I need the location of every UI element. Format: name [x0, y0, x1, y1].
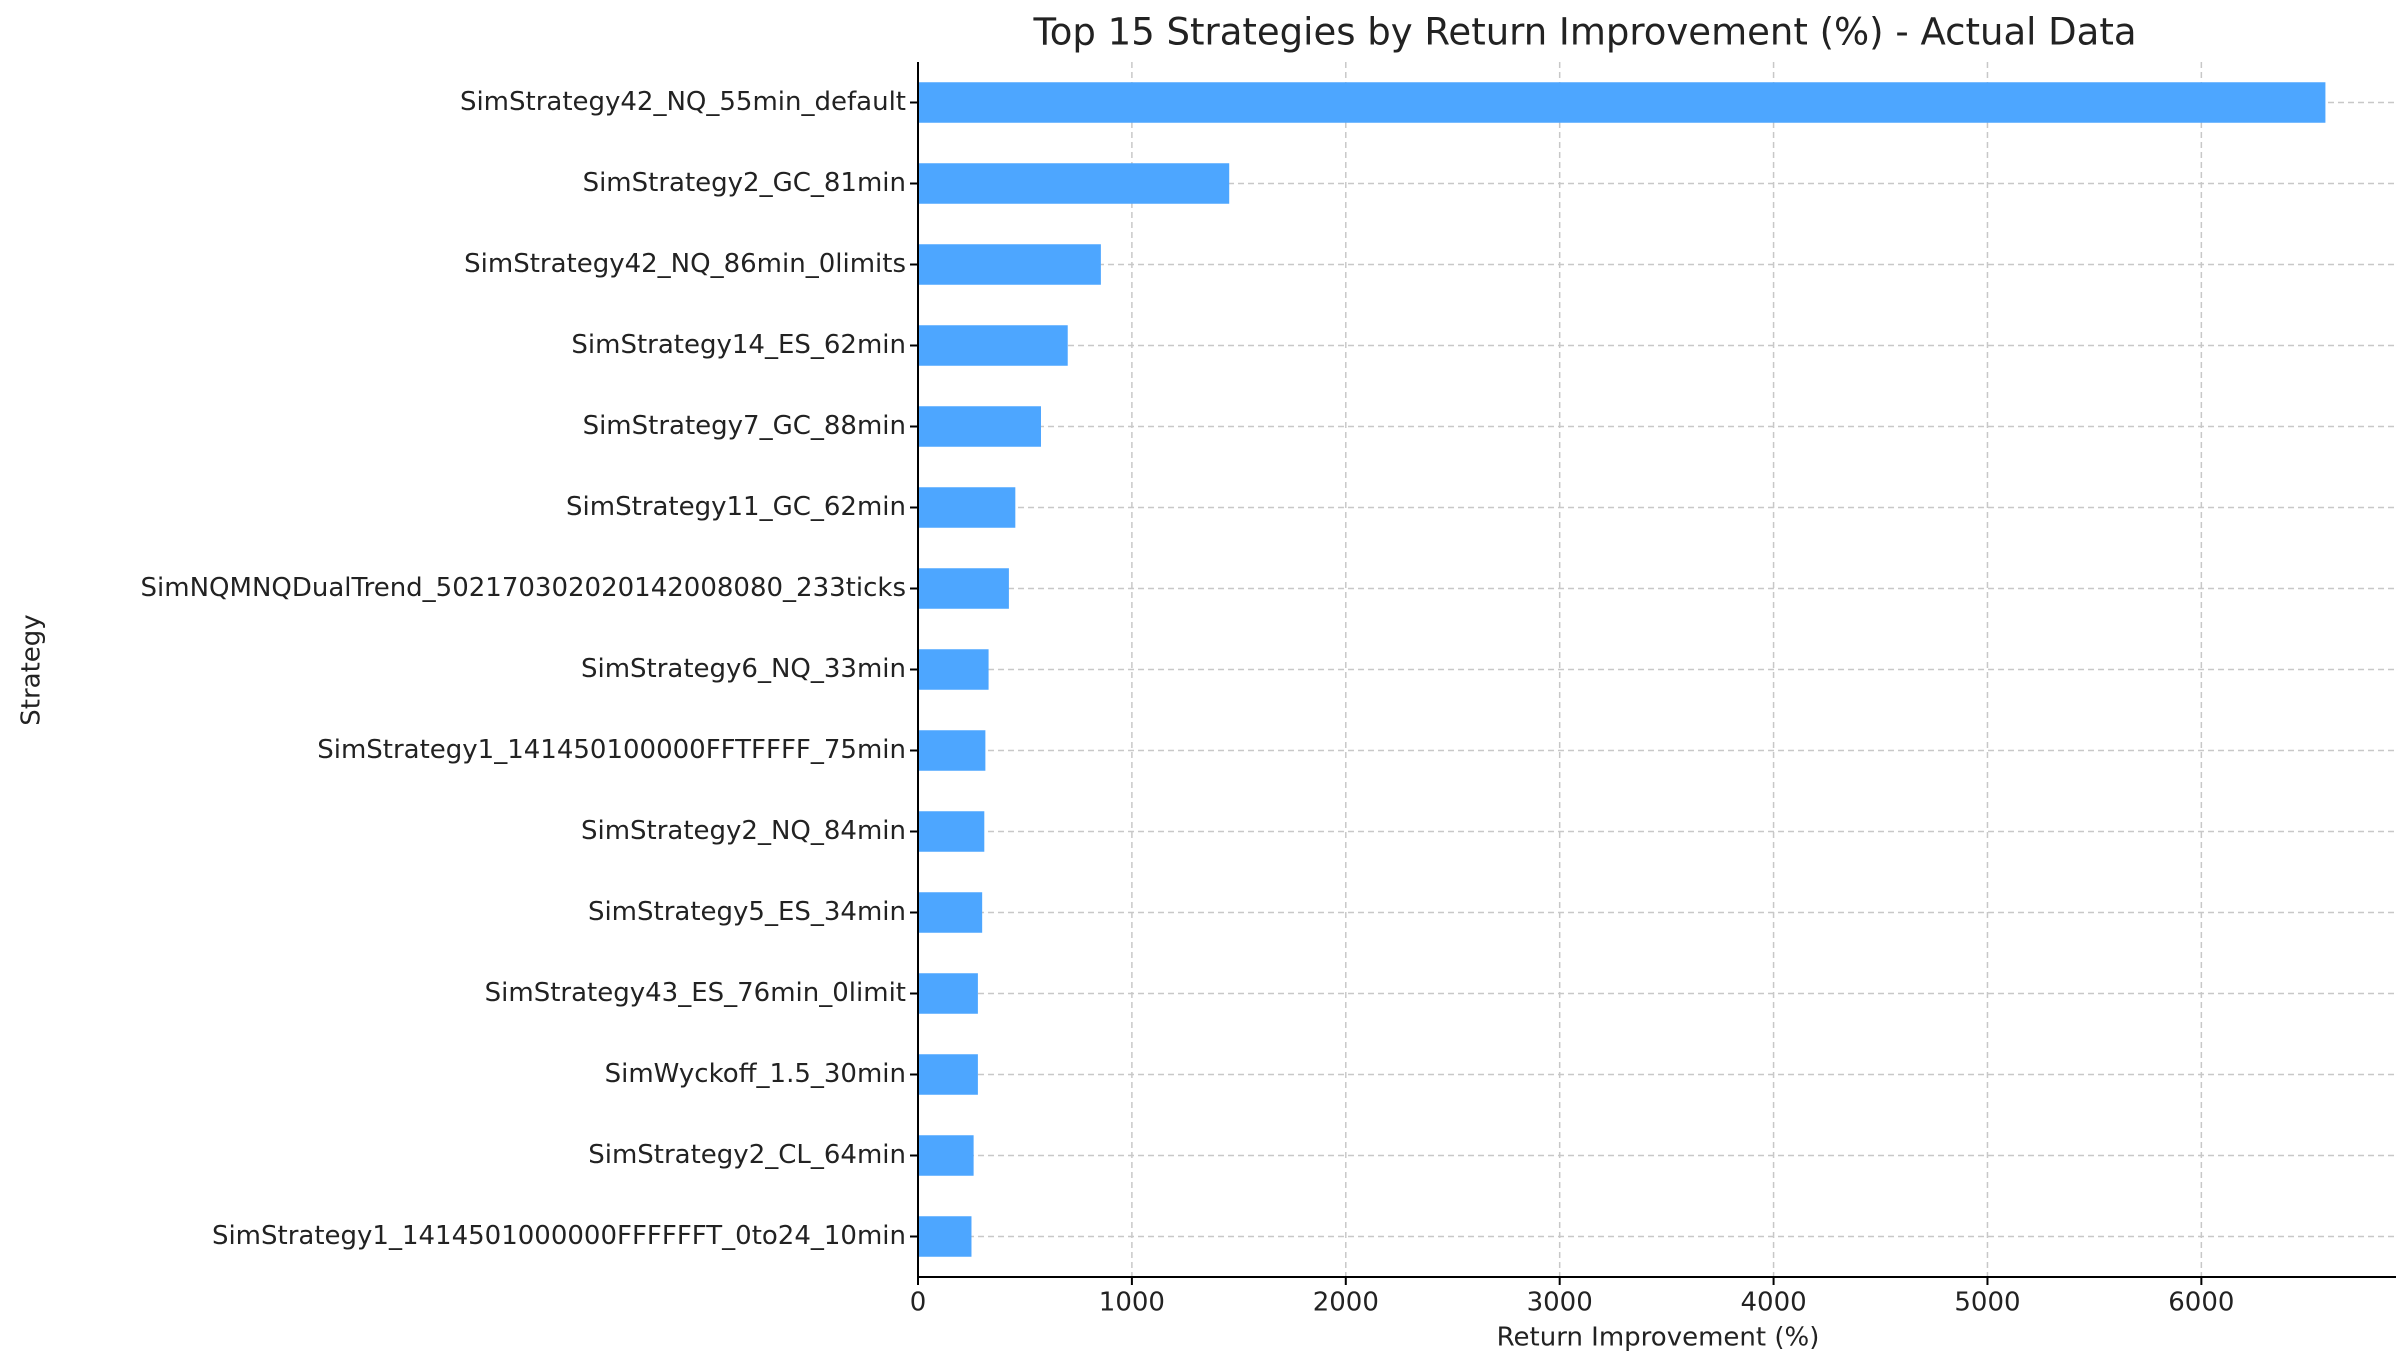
x-tick-label: 4000 — [1740, 1288, 1806, 1318]
y-tick-label: SimStrategy1_141450100000FFTFFFF_75min — [317, 735, 906, 765]
x-axis-label: Return Improvement (%) — [1497, 1323, 1820, 1353]
y-tick-label: SimStrategy2_CL_64min — [588, 1140, 906, 1170]
bar — [918, 730, 986, 771]
y-tick-label: SimStrategy6_NQ_33min — [581, 654, 906, 684]
bar — [918, 82, 2326, 123]
x-tick-label: 6000 — [2168, 1288, 2234, 1318]
bar — [918, 1216, 972, 1257]
x-tick-label: 3000 — [1527, 1288, 1593, 1318]
bar — [918, 487, 1016, 528]
bar — [918, 406, 1041, 447]
y-tick-label: SimStrategy11_GC_62min — [566, 492, 906, 522]
y-tick-label: SimStrategy43_ES_76min_0limit — [485, 978, 906, 1008]
bar — [918, 811, 985, 852]
bar — [918, 568, 1009, 609]
y-tick-label: SimStrategy42_NQ_55min_default — [460, 87, 906, 117]
x-tick-label: 2000 — [1313, 1288, 1379, 1318]
x-tick-label: 5000 — [1954, 1288, 2020, 1318]
y-tick-label: SimStrategy2_GC_81min — [583, 168, 906, 198]
y-tick-label: SimStrategy2_NQ_84min — [581, 816, 906, 846]
bar — [918, 649, 989, 690]
bar — [918, 1135, 974, 1176]
y-tick-label: SimWyckoff_1.5_30min — [605, 1059, 906, 1089]
y-tick-label: SimStrategy7_GC_88min — [583, 411, 906, 441]
y-tick-label: SimStrategy5_ES_34min — [588, 897, 906, 927]
y-tick-label: SimStrategy42_NQ_86min_0limits — [464, 249, 906, 279]
bar — [918, 973, 978, 1014]
x-tick-label: 0 — [910, 1288, 927, 1318]
bar — [918, 892, 983, 933]
bar — [918, 1054, 978, 1095]
bar — [918, 325, 1068, 366]
bar — [918, 163, 1230, 204]
chart-title: Top 15 Strategies by Return Improvement … — [1032, 11, 2136, 54]
y-tick-label: SimStrategy1_1414501000000FFFFFFT_0to24_… — [212, 1221, 906, 1251]
y-axis-label: Strategy — [17, 614, 47, 725]
y-tick-label: SimStrategy14_ES_62min — [571, 330, 906, 360]
bar — [918, 244, 1101, 285]
x-tick-label: 1000 — [1099, 1288, 1165, 1318]
y-tick-label: SimNQMNQDualTrend_50217030202014200808​0… — [141, 573, 906, 603]
